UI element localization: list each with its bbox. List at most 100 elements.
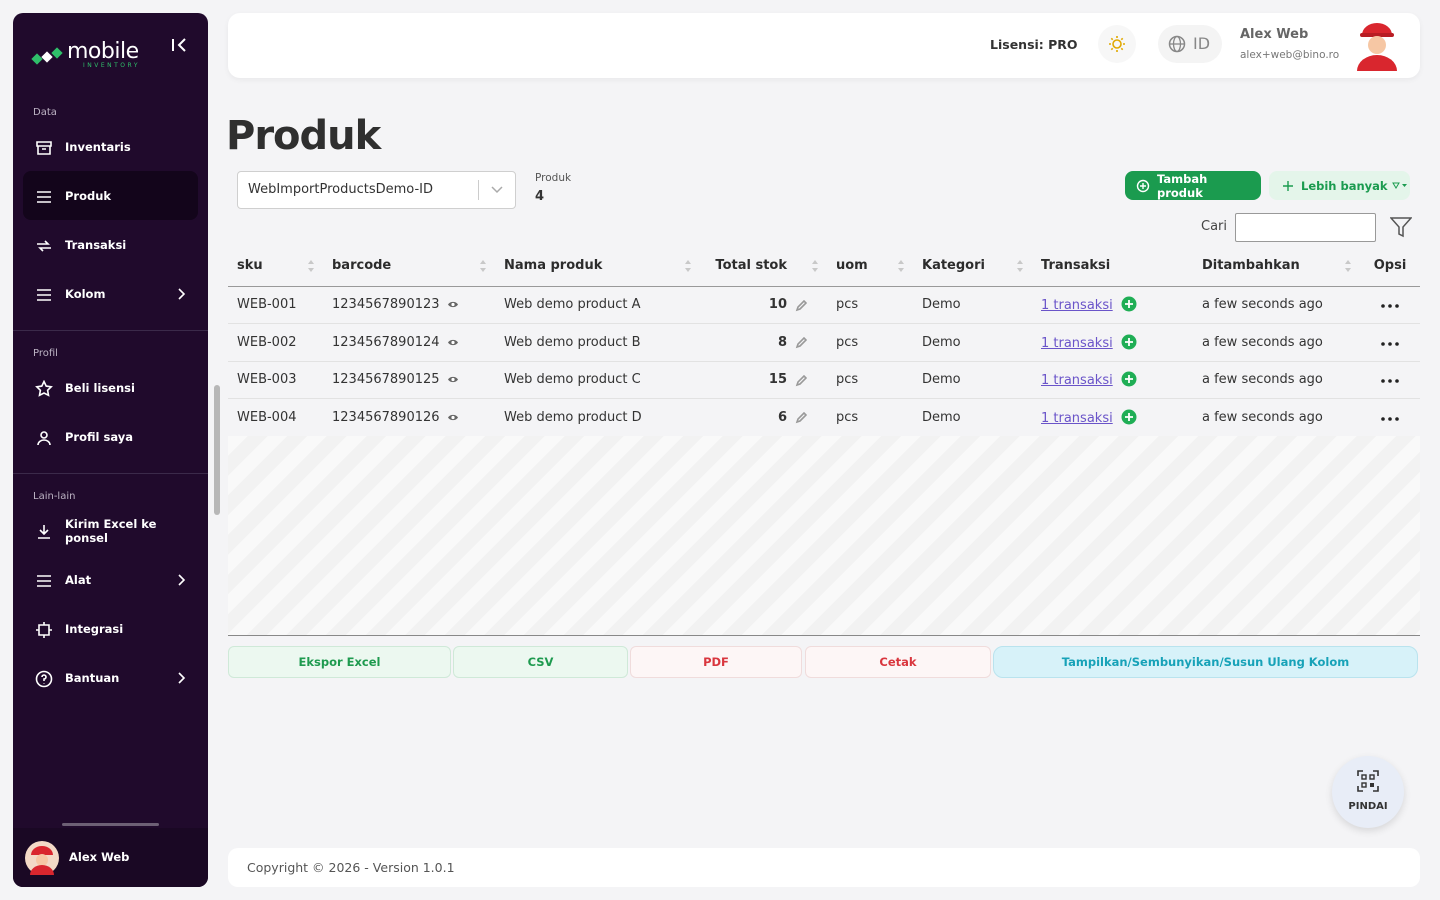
column-label: sku <box>237 258 263 274</box>
sidebar-user[interactable]: Alex Web <box>13 828 208 887</box>
nav-item[interactable]: Transaksi <box>23 220 198 269</box>
table-cell: 1 transaksi <box>1032 286 1193 324</box>
table-cell: Web demo product D <box>495 398 700 437</box>
list-selector[interactable]: WebImportProductsDemo-ID <box>237 171 516 209</box>
nav-item[interactable]: Beli lisensi <box>23 363 198 412</box>
table-cell: pcs <box>827 361 913 399</box>
options-menu[interactable] <box>1381 304 1399 309</box>
table-cell: 6 <box>700 398 827 437</box>
transaction-link[interactable]: 1 transaksi <box>1041 298 1113 314</box>
export-button[interactable]: Ekspor Excel <box>228 646 451 678</box>
table-cell: WEB-003 <box>228 361 323 399</box>
column-header: Transaksi <box>1032 246 1193 287</box>
cell-text: 1234567890124 <box>332 334 440 350</box>
nav-icon <box>37 575 51 587</box>
stock-value: 8 <box>777 334 787 350</box>
nav-item[interactable]: Alat <box>23 555 198 604</box>
export-button[interactable]: CSV <box>453 646 628 678</box>
nav-icon <box>37 240 51 252</box>
nav-item[interactable]: Inventaris <box>23 122 198 171</box>
language-switch[interactable]: ID <box>1158 25 1222 63</box>
column-header[interactable]: Kategori <box>913 246 1032 287</box>
export-button[interactable]: PDF <box>630 646 802 678</box>
column-header[interactable]: barcode <box>323 246 495 287</box>
sidebar-user-name: Alex Web <box>69 850 130 864</box>
table-row: WEB-002 1234567890124 Web demo product B 8 p… <box>228 323 1420 362</box>
edit-icon-path <box>795 299 807 311</box>
add-transaction-icon[interactable] <box>1121 371 1137 387</box>
cell-text: Web demo product D <box>504 409 642 425</box>
export-bar: Ekspor Excel CSV PDF Cetak Tampilkan/Sembuny… <box>228 646 1420 678</box>
logo-mark <box>31 47 63 65</box>
column-header[interactable]: sku <box>228 246 323 287</box>
sort-up <box>898 260 904 264</box>
cell-text: Web demo product C <box>504 372 641 388</box>
more-button[interactable]: Lebih banyak <box>1269 171 1410 200</box>
column-header[interactable]: Nama produk <box>495 246 700 287</box>
add-transaction-icon[interactable] <box>1121 409 1137 425</box>
transaction-link[interactable]: 1 transaksi <box>1041 373 1113 389</box>
filter-icon[interactable] <box>1390 216 1412 238</box>
options-menu[interactable] <box>1381 341 1399 346</box>
view-icon[interactable] <box>447 413 459 422</box>
nav-item[interactable]: Kirim Excel ke ponsel <box>23 506 198 555</box>
nav-label: Kolom <box>65 286 106 301</box>
column-label: barcode <box>332 258 392 274</box>
search-label: Cari <box>1201 219 1227 234</box>
user-avatar[interactable] <box>1354 21 1400 71</box>
options-menu[interactable] <box>1381 416 1399 421</box>
cell-text: pcs <box>836 409 859 425</box>
add-product-button[interactable]: Tambah produk <box>1125 171 1261 200</box>
column-header[interactable]: Total stok <box>700 246 827 287</box>
cell-text: Demo <box>922 372 961 388</box>
view-icon[interactable] <box>447 375 459 384</box>
scan-button[interactable]: PINDAI <box>1332 756 1404 828</box>
add-plus <box>1124 337 1133 346</box>
add-transaction-icon[interactable] <box>1121 334 1137 350</box>
sun-icon <box>1109 36 1125 52</box>
nav-item[interactable]: Profil saya <box>23 412 198 461</box>
nav-item[interactable]: Kolom <box>23 269 198 318</box>
column-label: Kategori <box>922 258 985 274</box>
view-icon[interactable] <box>447 300 459 309</box>
sidebar: mobile INVENTORY Data Inventaris Produk Tra… <box>13 13 208 887</box>
view-icon[interactable] <box>447 338 459 347</box>
nav-item[interactable]: Bantuan <box>23 653 198 702</box>
options-cell <box>1360 361 1420 399</box>
scrollbar[interactable] <box>214 385 220 515</box>
nav: Data Inventaris Produk Transaksi Kolom Profil… <box>13 90 208 714</box>
transaction-link[interactable]: 1 transaksi <box>1041 335 1113 351</box>
nav-section-title: Lain-lain <box>33 491 76 502</box>
column-header: Opsi <box>1360 246 1420 287</box>
table-cell: a few seconds ago <box>1193 398 1360 437</box>
cell-text: Web demo product A <box>504 297 641 313</box>
sort-up <box>812 260 818 264</box>
options-menu[interactable] <box>1381 379 1399 384</box>
stat-label: Produk <box>535 172 572 184</box>
edit-icon-path <box>795 374 807 386</box>
column-header[interactable]: uom <box>827 246 913 287</box>
theme-toggle[interactable] <box>1098 25 1136 63</box>
add-transaction-icon[interactable] <box>1121 296 1137 312</box>
language: ID <box>1193 34 1211 53</box>
column-header[interactable]: Ditambahkan <box>1193 246 1360 287</box>
chevron-right <box>178 574 186 586</box>
collapse-button[interactable] <box>171 37 189 53</box>
search-input[interactable] <box>1235 213 1376 242</box>
nav-item[interactable]: Produk <box>23 171 198 220</box>
export-button[interactable]: Tampilkan/Sembunyikan/Susun Ulang Kolom <box>993 646 1418 678</box>
sort-down <box>812 268 818 272</box>
dot <box>1381 304 1385 309</box>
table-cell: 1 transaksi <box>1032 398 1193 437</box>
pupil <box>450 415 455 419</box>
globe-icon <box>1168 35 1186 53</box>
nav-item[interactable]: Integrasi <box>23 604 198 653</box>
table-row: WEB-004 1234567890126 Web demo product D 6 p… <box>228 398 1420 437</box>
cell-text: Demo <box>922 297 961 313</box>
table-cell: 15 <box>700 361 827 399</box>
transaction-link[interactable]: 1 transaksi <box>1041 410 1113 426</box>
table-cell: Web demo product B <box>495 323 700 362</box>
export-button[interactable]: Cetak <box>805 646 991 678</box>
